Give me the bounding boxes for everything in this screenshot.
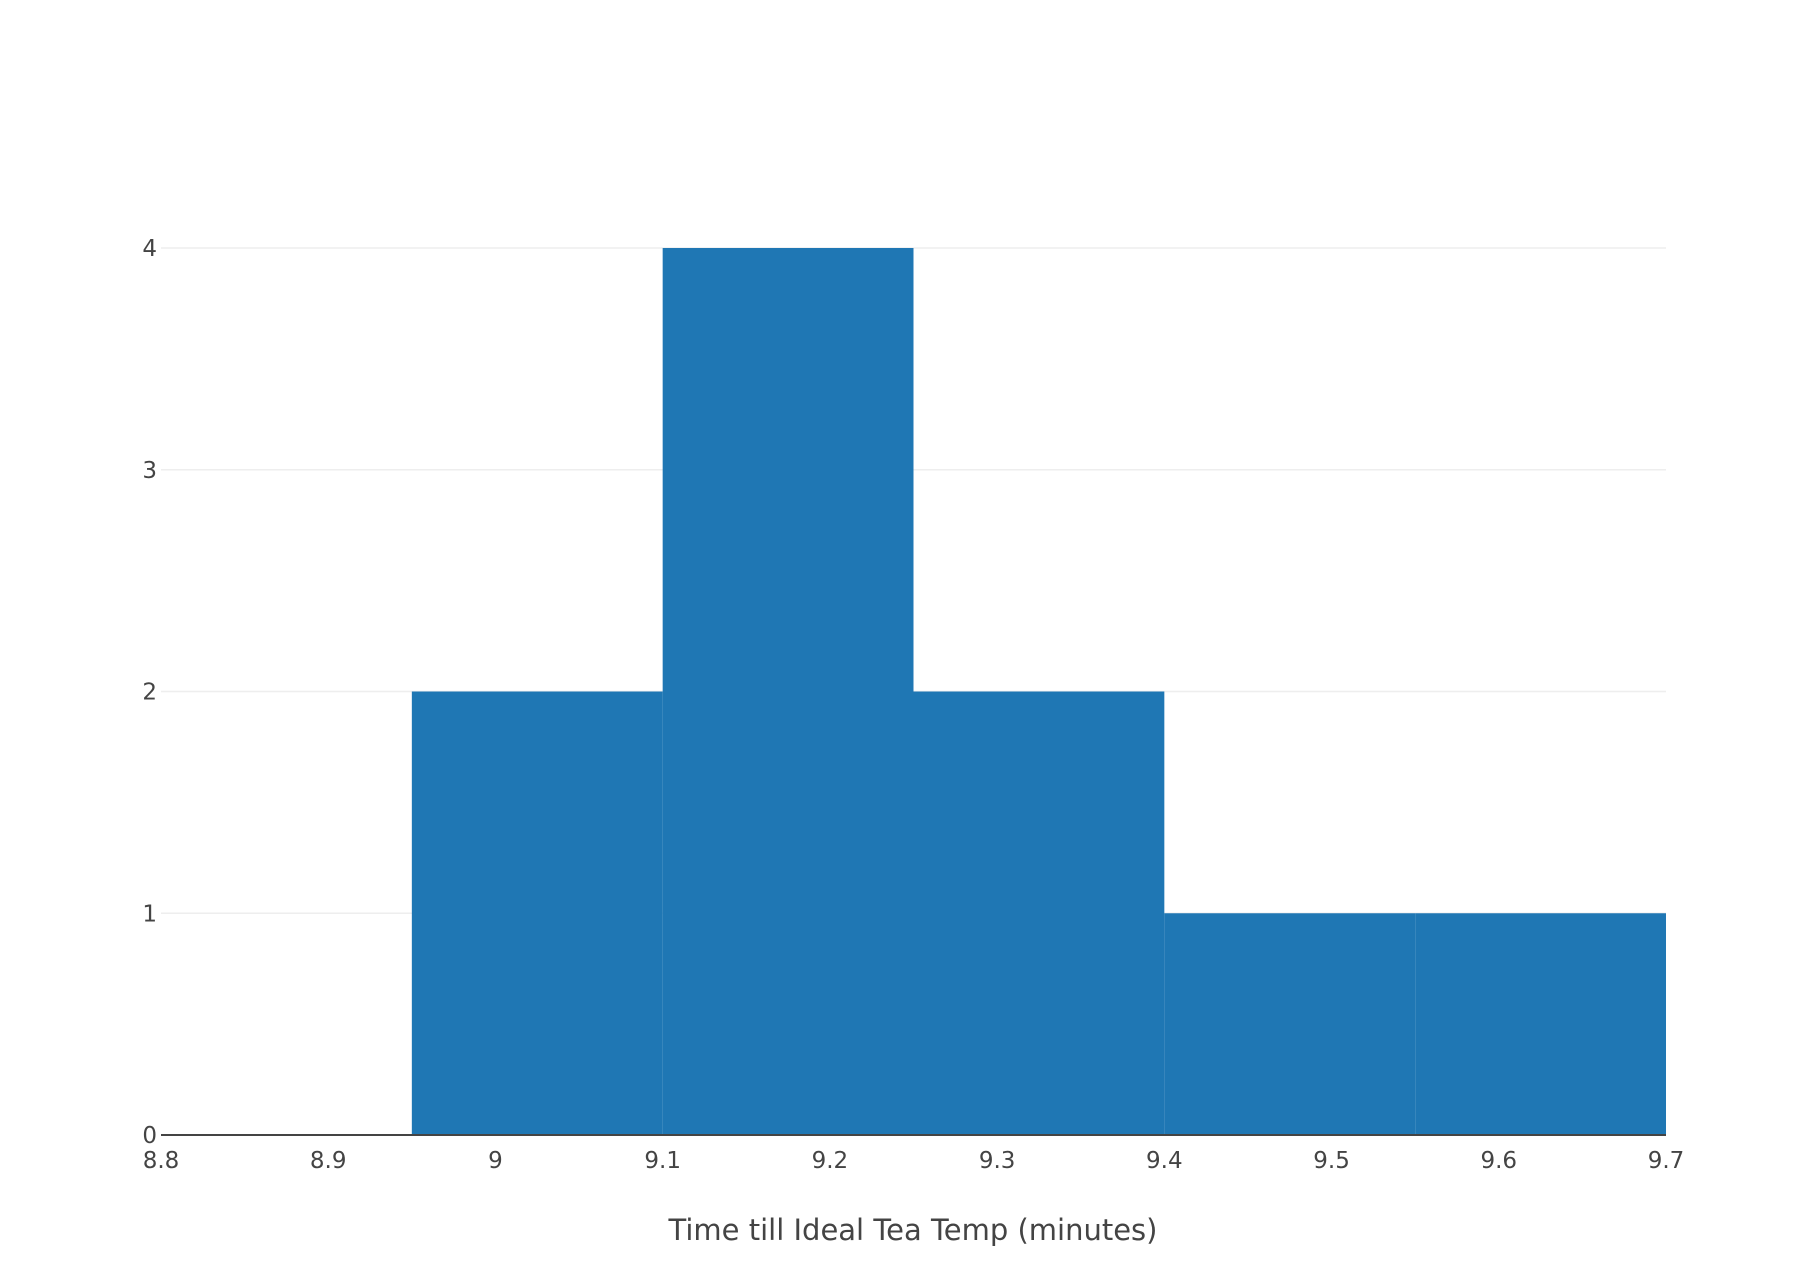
y-tick-label: 0	[142, 1123, 157, 1149]
histogram-bar-5	[1415, 913, 1666, 1135]
histogram-bar-2	[662, 248, 914, 1135]
x-tick-label: 9.7	[1648, 1148, 1685, 1174]
x-tick-label: 9.4	[1146, 1148, 1183, 1174]
y-tick-label: 2	[142, 680, 157, 706]
y-tick-label: 1	[142, 901, 157, 927]
x-tick-label: 9.1	[644, 1148, 681, 1174]
histogram-bars	[411, 248, 1666, 1135]
histogram-bar-1	[411, 691, 663, 1135]
x-tick-label: 8.9	[310, 1148, 347, 1174]
y-tick-label: 4	[142, 236, 157, 262]
histogram-bar-3	[913, 691, 1165, 1135]
x-tick-label: 8.8	[143, 1148, 180, 1174]
x-tick-label: 9.2	[812, 1148, 849, 1174]
x-tick-label: 9.5	[1313, 1148, 1350, 1174]
y-tick-label: 3	[142, 458, 157, 484]
x-axis-title: Time till Ideal Tea Temp (minutes)	[668, 1213, 1158, 1247]
x-tick-label: 9.3	[979, 1148, 1016, 1174]
x-tick-label: 9	[488, 1148, 503, 1174]
axes: 0 1 2 3 4 8.8 8.9 9 9.1 9.2 9.3 9.4 9.5 9.6 9.7	[142, 236, 1684, 1174]
x-tick-label: 9.6	[1480, 1148, 1517, 1174]
histogram-bar-4	[1164, 913, 1416, 1135]
